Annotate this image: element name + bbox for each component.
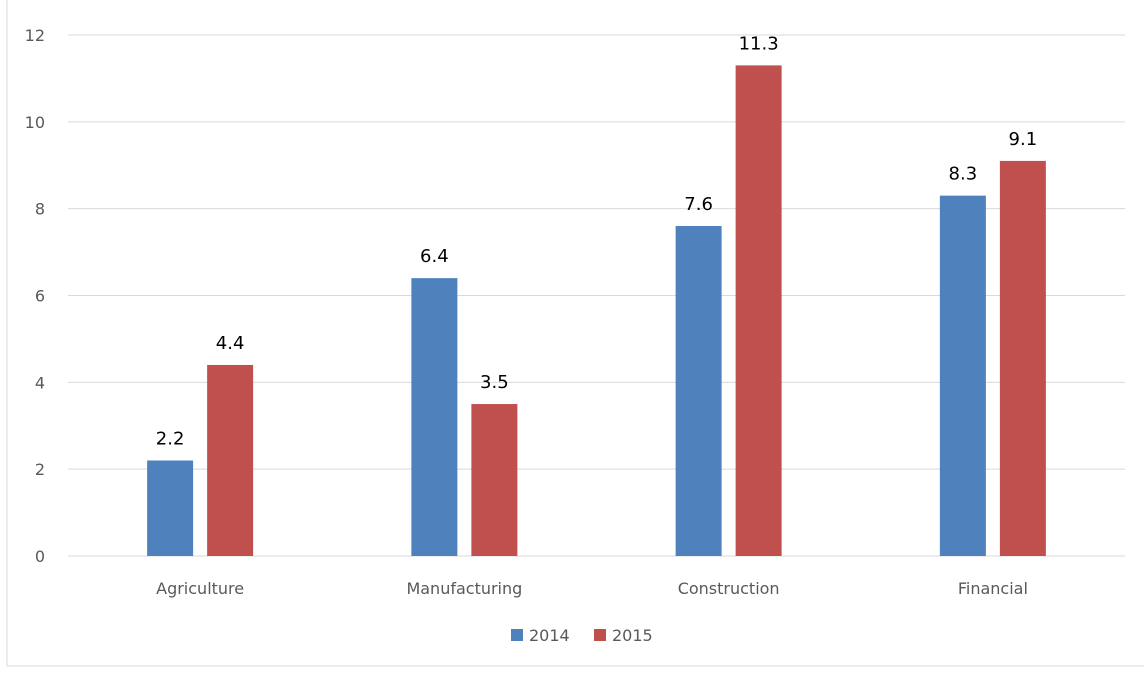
data-label: 3.5 xyxy=(480,372,509,393)
y-tick-label: 10 xyxy=(25,113,45,132)
bar-2014-financial xyxy=(939,195,986,556)
bar-2014-agriculture xyxy=(147,460,194,556)
bars xyxy=(147,65,1046,557)
data-label: 8.3 xyxy=(949,164,978,185)
legend-swatch-2014 xyxy=(511,629,523,641)
data-label: 6.4 xyxy=(420,246,449,267)
bar-2015-manufacturing xyxy=(471,404,518,556)
legend-label: 2014 xyxy=(529,626,570,645)
x-category-label: Agriculture xyxy=(156,579,244,598)
y-tick-label: 2 xyxy=(35,460,45,479)
bar-2014-manufacturing xyxy=(411,278,458,556)
legend-swatch-2015 xyxy=(594,629,606,641)
y-tick-label: 8 xyxy=(35,200,45,219)
y-axis-tick-labels: 0 2 4 6 8 10 12 xyxy=(25,26,45,566)
bar-2015-construction xyxy=(735,65,782,557)
legend: 2014 2015 xyxy=(511,626,653,645)
y-tick-label: 4 xyxy=(35,373,45,392)
legend-label: 2015 xyxy=(612,626,653,645)
data-label: 11.3 xyxy=(739,33,779,54)
data-label: 4.4 xyxy=(216,333,245,354)
bar-2015-financial xyxy=(999,160,1046,557)
bar-2015-agriculture xyxy=(207,364,254,556)
data-label: 7.6 xyxy=(684,194,713,215)
x-category-label: Financial xyxy=(958,579,1028,598)
y-tick-label: 0 xyxy=(35,547,45,566)
data-labels: 2.2 4.4 6.4 3.5 7.6 11.3 8.3 9.1 xyxy=(156,33,1037,449)
x-axis-category-labels: Agriculture Manufacturing Construction Fina… xyxy=(156,579,1028,598)
bar-2014-construction xyxy=(675,226,722,557)
data-label: 2.2 xyxy=(156,428,185,449)
x-category-label: Construction xyxy=(678,579,780,598)
x-category-label: Manufacturing xyxy=(406,579,522,598)
y-tick-label: 12 xyxy=(25,26,45,45)
y-tick-label: 6 xyxy=(35,287,45,306)
data-label: 9.1 xyxy=(1009,129,1038,150)
